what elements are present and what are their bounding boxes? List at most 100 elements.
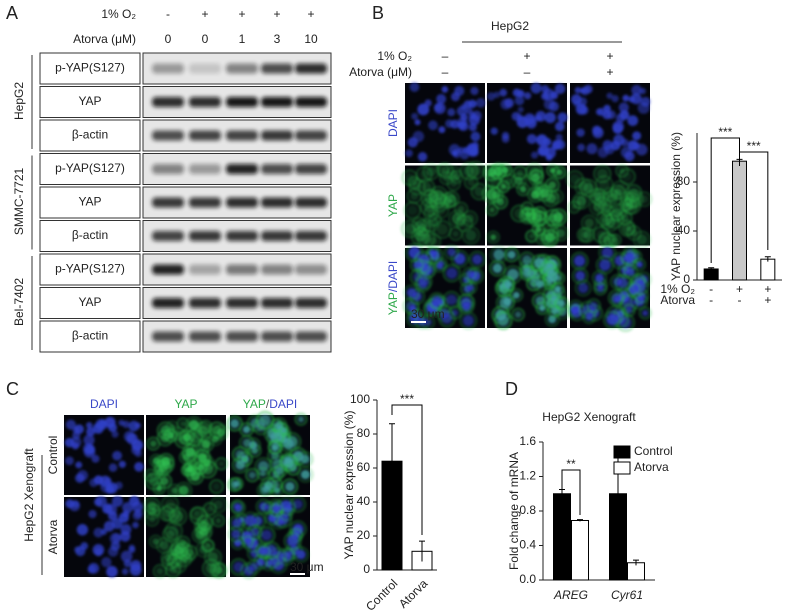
cell (578, 282, 589, 294)
cell (642, 310, 649, 317)
blot-label: p-YAP(S127) (55, 262, 125, 276)
bar (571, 519, 589, 581)
cell (593, 281, 608, 296)
cell (512, 88, 521, 97)
cell (556, 168, 563, 176)
cell (233, 480, 241, 488)
cell (428, 213, 442, 227)
cell (409, 82, 420, 92)
cell (536, 135, 547, 145)
cell (596, 229, 607, 240)
cell (498, 163, 513, 178)
cell (604, 144, 615, 155)
cell (507, 250, 516, 259)
cell (472, 254, 483, 265)
cell (516, 182, 530, 197)
cell (547, 304, 562, 318)
cell (434, 103, 443, 112)
cell (249, 562, 259, 572)
cell (262, 484, 271, 494)
significance-label: *** (747, 139, 761, 153)
cell (193, 422, 213, 441)
cell (112, 450, 122, 461)
cell (544, 232, 556, 245)
cell (446, 194, 457, 204)
cell (486, 230, 500, 244)
cell (574, 279, 592, 297)
cell (489, 245, 508, 264)
cell (536, 280, 544, 289)
cell (228, 526, 244, 542)
cell (461, 226, 480, 245)
cell (528, 233, 535, 240)
cell (632, 131, 642, 141)
cell (111, 495, 123, 507)
cell (134, 461, 144, 472)
cell (611, 236, 619, 244)
cell (610, 184, 626, 200)
cell (592, 127, 604, 139)
blot-band (152, 231, 184, 241)
cell (522, 267, 533, 278)
cell (436, 262, 444, 270)
cell (625, 225, 632, 232)
cell (538, 305, 546, 312)
cell (464, 175, 479, 190)
cell (438, 310, 456, 328)
cell (526, 133, 537, 144)
cell (230, 499, 244, 514)
cell (300, 469, 311, 480)
cell (637, 101, 650, 114)
cell (504, 177, 513, 186)
error-bar (419, 540, 425, 562)
condition-label: 1% O₂ (101, 7, 136, 21)
cell (597, 107, 607, 117)
blot-label-box (39, 253, 141, 286)
cell (184, 465, 201, 481)
cell (202, 559, 221, 578)
cell (470, 131, 481, 142)
micrograph-cells (565, 164, 652, 249)
blot-band (226, 164, 258, 174)
group-label: HepG2 Xenograft (22, 448, 36, 542)
cell (281, 478, 299, 495)
y-axis-label: YAP nuclear expression (%) (669, 132, 683, 281)
condition-value: 1 (239, 32, 246, 46)
condition-label: Atorva (μM) (349, 65, 412, 79)
blot-band (261, 164, 293, 174)
cell (276, 467, 284, 475)
cell (248, 471, 256, 479)
cell (428, 120, 438, 131)
cell (514, 311, 522, 319)
cell (152, 482, 166, 496)
cell (554, 121, 565, 132)
cell (147, 471, 154, 479)
cell (121, 568, 129, 575)
cell (200, 517, 210, 528)
cell (94, 548, 103, 557)
cell (416, 166, 433, 183)
blot-band (295, 231, 327, 241)
column-label-part: / (266, 397, 270, 411)
cell-line-header: HepG2 (491, 19, 529, 33)
cell (261, 529, 273, 541)
condition-value: 10 (304, 32, 318, 46)
row-label: Control (46, 436, 60, 475)
cell (448, 144, 461, 156)
y-tick-label: 0 (683, 272, 690, 286)
cell (547, 270, 559, 283)
cell (554, 296, 569, 311)
blot-band (189, 164, 221, 174)
cell (267, 439, 283, 455)
blot-band (189, 97, 221, 107)
cell (156, 485, 163, 492)
cell (551, 282, 565, 296)
row-label: DAPI (386, 109, 400, 137)
cell (259, 414, 271, 426)
cell (413, 261, 421, 269)
cell (580, 86, 590, 96)
cell (177, 545, 190, 558)
blot-band (295, 63, 327, 74)
cell (544, 111, 556, 124)
cell (576, 128, 585, 137)
